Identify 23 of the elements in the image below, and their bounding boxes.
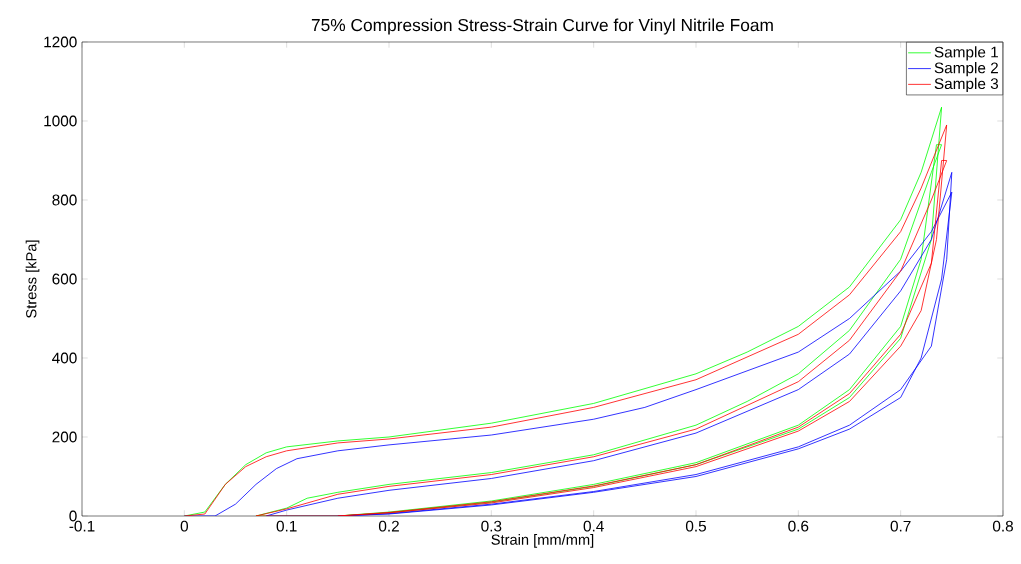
y-tick-label: 1000 (44, 115, 77, 127)
x-tick-label: 0.1 (276, 520, 297, 532)
x-tick-label: -0.1 (69, 520, 95, 532)
x-tick-label: 0.6 (788, 520, 809, 532)
x-axis-title: Strain [mm/mm] (491, 534, 594, 548)
y-tick-label: 600 (52, 273, 77, 285)
y-tick-label: 200 (52, 431, 77, 443)
chart-title: 75% Compression Stress-Strain Curve for Vinyl Nitrile Foam (311, 18, 773, 35)
x-tick-label: 0.8 (992, 520, 1013, 532)
x-tick-label: 0.7 (890, 520, 911, 532)
y-axis-title: Stress [kPa] (25, 240, 40, 318)
y-tick-label: 0 (69, 510, 77, 522)
legend-label: Sample 3 (934, 77, 999, 93)
x-tick-label: 0.3 (481, 520, 502, 532)
y-tick-label: 800 (52, 194, 77, 206)
y-tick-label: 1200 (44, 36, 77, 48)
y-tick-label: 400 (52, 352, 77, 364)
x-tick-label: 0.2 (378, 520, 399, 532)
x-tick-label: 0.4 (583, 520, 604, 532)
x-tick-label: 0.5 (685, 520, 707, 532)
legend-label: Sample 1 (934, 46, 998, 61)
x-tick-label: 0 (180, 520, 188, 532)
legend-label: Sample 2 (934, 62, 998, 77)
